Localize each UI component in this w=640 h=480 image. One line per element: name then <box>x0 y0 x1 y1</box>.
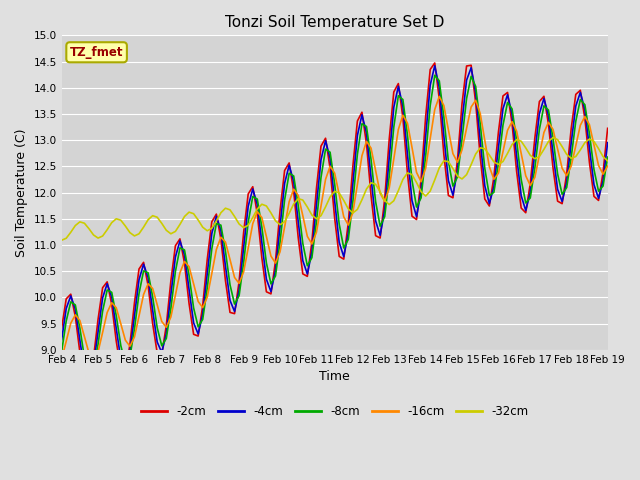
-16cm <box>431 107 438 112</box>
X-axis label: Time: Time <box>319 370 350 383</box>
-4cm <box>435 84 443 90</box>
-2cm <box>435 96 443 102</box>
-32cm <box>426 188 434 194</box>
-2cm <box>190 331 198 337</box>
-32cm <box>572 154 580 159</box>
-8cm <box>604 154 611 160</box>
-8cm <box>435 78 443 84</box>
-2cm <box>117 367 125 372</box>
-16cm <box>435 94 443 99</box>
-16cm <box>58 356 65 361</box>
Line: -16cm: -16cm <box>61 96 607 360</box>
-8cm <box>431 72 438 78</box>
-16cm <box>90 357 97 362</box>
-4cm <box>404 151 412 157</box>
-16cm <box>577 122 584 128</box>
Line: -4cm: -4cm <box>61 66 607 381</box>
-8cm <box>294 203 302 208</box>
-32cm <box>290 201 298 207</box>
-32cm <box>58 237 65 243</box>
-2cm <box>577 87 584 93</box>
-16cm <box>190 281 198 287</box>
-4cm <box>294 219 302 225</box>
Line: -2cm: -2cm <box>61 63 607 383</box>
-8cm <box>577 96 584 102</box>
-2cm <box>85 380 93 386</box>
Line: -8cm: -8cm <box>61 75 607 375</box>
Title: Tonzi Soil Temperature Set D: Tonzi Soil Temperature Set D <box>225 15 444 30</box>
-16cm <box>294 192 302 198</box>
-32cm <box>185 209 193 215</box>
Y-axis label: Soil Temperature (C): Soil Temperature (C) <box>15 128 28 257</box>
-2cm <box>294 235 302 241</box>
-32cm <box>113 216 120 222</box>
Legend: -2cm, -4cm, -8cm, -16cm, -32cm: -2cm, -4cm, -8cm, -16cm, -32cm <box>136 400 533 422</box>
-2cm <box>604 125 611 131</box>
-2cm <box>431 60 438 66</box>
-32cm <box>399 177 407 182</box>
Line: -32cm: -32cm <box>61 137 607 240</box>
-4cm <box>604 140 611 145</box>
-4cm <box>117 356 125 362</box>
-2cm <box>58 325 65 331</box>
-4cm <box>577 90 584 96</box>
-32cm <box>604 158 611 164</box>
-16cm <box>404 120 412 126</box>
-4cm <box>190 320 198 326</box>
-8cm <box>85 372 93 378</box>
-16cm <box>604 163 611 169</box>
-8cm <box>117 343 125 348</box>
-8cm <box>58 348 65 354</box>
-2cm <box>404 170 412 176</box>
-4cm <box>431 63 438 69</box>
-4cm <box>58 337 65 343</box>
-16cm <box>117 321 125 327</box>
-8cm <box>190 305 198 311</box>
-4cm <box>85 378 93 384</box>
-8cm <box>404 132 412 138</box>
-32cm <box>549 134 557 140</box>
Text: TZ_fmet: TZ_fmet <box>70 46 124 59</box>
